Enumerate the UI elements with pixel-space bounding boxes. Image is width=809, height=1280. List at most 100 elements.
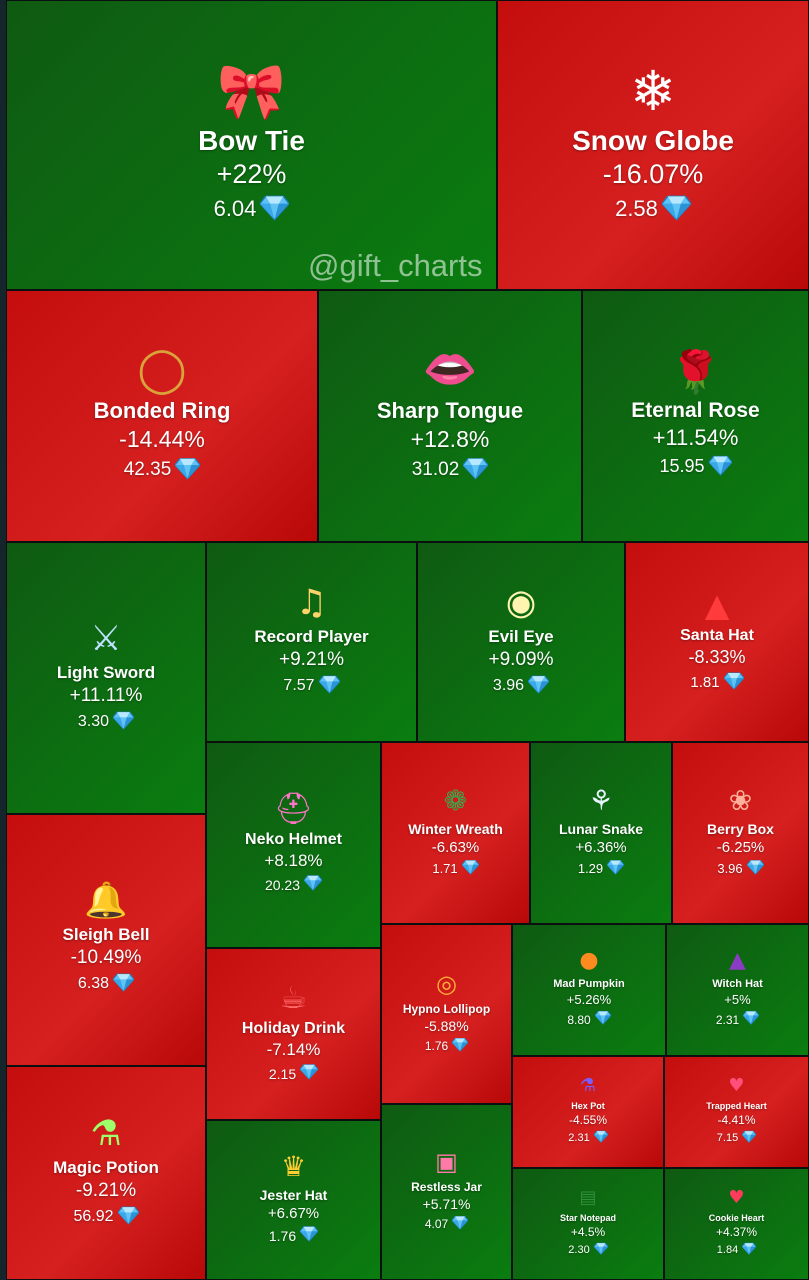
tile-name: Snow Globe — [572, 125, 734, 156]
tile-name: Winter Wreath — [408, 820, 503, 837]
tile-name: Holiday Drink — [241, 1020, 346, 1037]
tile-name: Record Player — [254, 626, 369, 646]
cookie-heart-icon: ♥ — [728, 1186, 745, 1208]
tile-price-value: 3.30 — [77, 712, 110, 730]
tile-jester-hat[interactable]: ♛ Jester Hat +6.67% 1.76 — [206, 1120, 381, 1280]
diamond-icon — [174, 455, 202, 485]
diamond-icon — [593, 1129, 609, 1148]
tile-bow-tie[interactable]: 🎀 Bow Tie +22% 6.04 — [6, 0, 497, 290]
diamond-icon — [741, 1129, 757, 1148]
tile-change: -6.25% — [716, 838, 765, 856]
tile-change: -5.88% — [424, 1017, 469, 1034]
tile-price-value: 2.30 — [568, 1244, 590, 1256]
tile-name: Bonded Ring — [93, 397, 231, 423]
left-edge — [0, 0, 6, 1280]
tile-price-value: 20.23 — [264, 876, 301, 893]
tile-change: +5.71% — [422, 1195, 471, 1212]
tile-price: 2.31 — [568, 1129, 609, 1148]
tile-name: Lunar Snake — [558, 820, 644, 837]
tile-price-value: 1.29 — [577, 861, 604, 876]
tile-change: +12.8% — [410, 425, 490, 452]
tile-eternal-rose[interactable]: 🌹 Eternal Rose +11.54% 15.95 — [582, 290, 809, 542]
wreath-icon: ❁ — [443, 783, 468, 817]
diamond-icon — [259, 192, 291, 226]
tile-hex-pot[interactable]: ⚗ Hex Pot -4.55% 2.31 — [512, 1056, 664, 1168]
tile-berry-box[interactable]: ❀ Berry Box -6.25% 3.96 — [672, 742, 809, 924]
tile-magic-potion[interactable]: ⚗ Magic Potion -9.21% 56.92 — [6, 1066, 206, 1280]
tile-change: +4.5% — [570, 1224, 606, 1239]
eye-icon: ◉ — [505, 582, 537, 623]
tile-price-value: 7.57 — [283, 676, 315, 694]
tile-record-player[interactable]: ♫ Record Player +9.21% 7.57 — [206, 542, 417, 742]
tile-santa-hat[interactable]: ▲ Santa Hat -8.33% 1.81 — [625, 542, 809, 742]
tile-change: +8.18% — [264, 851, 323, 870]
tile-name: Santa Hat — [680, 627, 754, 644]
tile-light-sword[interactable]: ⚔ Light Sword +11.11% 3.30 — [6, 542, 206, 814]
tile-change: -9.21% — [75, 1179, 137, 1201]
tile-name: Star Notepad — [559, 1212, 616, 1223]
berry-box-icon: ❀ — [728, 783, 753, 817]
tile-price: 15.95 — [659, 453, 733, 481]
tile-price: 2.31 — [716, 1009, 760, 1030]
potion-icon: ⚗ — [90, 1113, 122, 1154]
diamond-icon — [660, 192, 692, 226]
bell-icon: 🔔 — [84, 880, 128, 921]
tile-price-value: 2.58 — [615, 196, 658, 221]
tile-name: Jester Hat — [259, 1187, 328, 1203]
tile-sleigh-bell[interactable]: 🔔 Sleigh Bell -10.49% 6.38 — [6, 814, 206, 1066]
heart-cage-icon: ♥ — [728, 1074, 745, 1096]
tile-holiday-drink[interactable]: ☕ Holiday Drink -7.14% 2.15 — [206, 948, 381, 1120]
tile-winter-wreath[interactable]: ❁ Winter Wreath -6.63% 1.71 — [381, 742, 530, 924]
tile-bonded-ring[interactable]: ◯ Bonded Ring -14.44% 42.35 — [6, 290, 318, 542]
santa-hat-icon: ▲ — [704, 586, 730, 624]
tile-neko-helmet[interactable]: ⛑ Neko Helmet +8.18% 20.23 — [206, 742, 381, 948]
tile-snow-globe[interactable]: ❄ Snow Globe -16.07% 2.58 — [497, 0, 809, 290]
tile-price: 2.15 — [268, 1062, 319, 1085]
tile-price-value: 6.38 — [77, 974, 110, 992]
tile-name: Eternal Rose — [631, 398, 760, 422]
tile-price-value: 8.80 — [567, 1012, 591, 1027]
tile-change: +22% — [216, 159, 287, 189]
tile-name: Neko Helmet — [245, 831, 342, 848]
tile-trapped-heart[interactable]: ♥ Trapped Heart -4.41% 7.15 — [664, 1056, 809, 1168]
diamond-icon — [606, 858, 625, 880]
diamond-icon — [112, 709, 135, 735]
tile-restless-jar[interactable]: ▣ Restless Jar +5.71% 4.07 — [381, 1104, 512, 1280]
tile-name: Berry Box — [707, 820, 774, 837]
tile-sharp-tongue[interactable]: 👄 Sharp Tongue +12.8% 31.02 — [318, 290, 582, 542]
diamond-icon — [594, 1009, 612, 1030]
tile-evil-eye[interactable]: ◉ Evil Eye +9.09% 3.96 — [417, 542, 625, 742]
tile-price: 6.04 — [214, 192, 291, 226]
tile-witch-hat[interactable]: ▲ Witch Hat +5% 2.31 — [666, 924, 809, 1056]
tile-name: Magic Potion — [53, 1157, 159, 1177]
tile-price: 56.92 — [73, 1204, 140, 1230]
diamond-icon — [461, 858, 480, 880]
tile-price-value: 1.84 — [716, 1244, 739, 1256]
diamond-icon — [741, 1241, 757, 1260]
tile-price-value: 3.96 — [717, 861, 743, 876]
tile-lunar-snake[interactable]: ⚘ Lunar Snake +6.36% 1.29 — [530, 742, 672, 924]
tile-change: -6.63% — [431, 838, 480, 856]
tile-price: 7.57 — [283, 673, 341, 699]
tile-cookie-heart[interactable]: ♥ Cookie Heart +4.37% 1.84 — [664, 1168, 809, 1280]
tile-name: Bow Tie — [198, 125, 305, 156]
diamond-icon — [299, 1224, 319, 1247]
tile-price-value: 31.02 — [411, 458, 460, 480]
tile-hypno-lollipop[interactable]: ◎ Hypno Lollipop -5.88% 1.76 — [381, 924, 512, 1104]
tile-change: +9.09% — [488, 648, 554, 670]
tile-price: 3.96 — [717, 858, 765, 880]
tile-price-value: 7.15 — [716, 1132, 739, 1144]
tile-price: 1.76 — [269, 1224, 319, 1247]
tile-price: 1.71 — [432, 858, 480, 880]
tile-name: Sleigh Bell — [62, 924, 150, 944]
tile-price: 6.38 — [77, 971, 135, 997]
tile-name: Witch Hat — [712, 978, 763, 990]
tile-star-notepad[interactable]: ▤ Star Notepad +4.5% 2.30 — [512, 1168, 664, 1280]
tile-price-value: 2.15 — [268, 1065, 297, 1082]
tile-price-value: 1.81 — [690, 674, 720, 691]
tile-change: +5.26% — [566, 992, 612, 1007]
ring-icon: ◯ — [137, 343, 187, 395]
tile-mad-pumpkin[interactable]: ● Mad Pumpkin +5.26% 8.80 — [512, 924, 666, 1056]
tile-price-value: 15.95 — [659, 456, 705, 476]
tile-change: +5% — [724, 992, 751, 1007]
